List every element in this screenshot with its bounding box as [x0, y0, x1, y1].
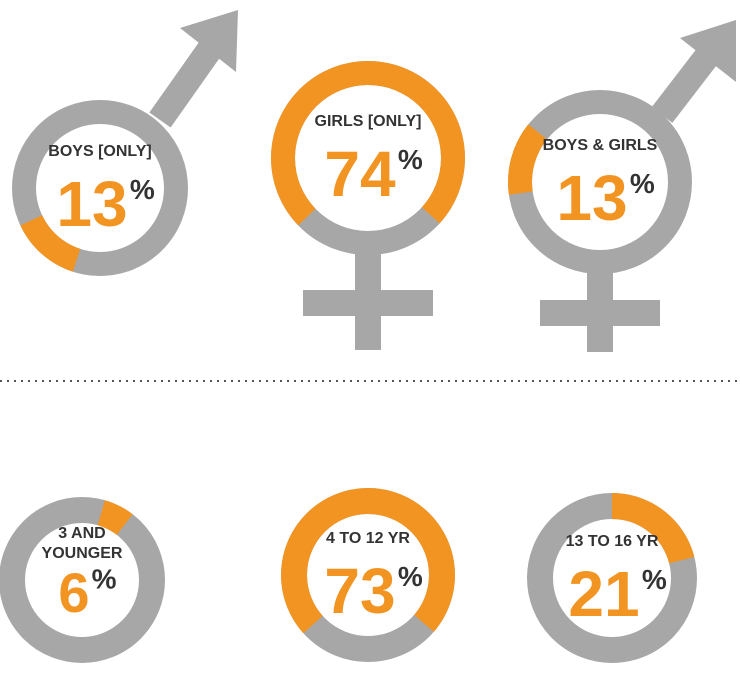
donut-label: GIRLS [ONLY] [315, 113, 422, 130]
donut-arc [281, 488, 455, 634]
donut-label: 13 TO 16 YR [566, 533, 659, 550]
donut-value: 73 [324, 555, 395, 627]
male-arrow-head [680, 20, 736, 82]
donut-unit: % [92, 563, 117, 594]
donut-label: BOYS & GIRLS [543, 137, 658, 154]
donut-track [0, 497, 165, 663]
male-arrow-shaft [149, 34, 226, 128]
donut-chart: 4 TO 12 YR 73% [281, 488, 455, 662]
donut-arc [20, 214, 81, 272]
donut-arc [508, 124, 548, 195]
donut-label: 4 TO 12 YR [326, 530, 410, 547]
male-arrow-head [180, 10, 238, 72]
male-arrow-shaft [651, 42, 723, 123]
donut-arc [271, 61, 465, 226]
donut-unit: % [630, 168, 655, 199]
donut-value: 74 [324, 138, 396, 210]
donut-value: 6 [58, 561, 89, 624]
donut-chart: GIRLS [ONLY] 74% [271, 61, 465, 255]
donut-chart: BOYS [ONLY] 13% [12, 100, 188, 276]
donut-unit: % [130, 174, 155, 205]
donut-label: BOYS [ONLY] [48, 143, 151, 160]
donut-arc [611, 493, 695, 564]
donut-unit: % [642, 564, 667, 595]
donut-unit: % [398, 144, 423, 175]
donut-value: 13 [556, 162, 627, 234]
donut-label: 3 AND YOUNGER [42, 525, 123, 562]
donut-unit: % [398, 561, 423, 592]
donut-value: 21 [568, 558, 639, 630]
donut-chart: BOYS & GIRLS 13% [508, 90, 692, 274]
donut-arc [97, 500, 133, 536]
donut-track [12, 100, 188, 276]
donut-value: 13 [56, 168, 127, 240]
gender-symbols [149, 10, 736, 352]
donut-chart: 13 TO 16 YR 21% [527, 493, 697, 663]
